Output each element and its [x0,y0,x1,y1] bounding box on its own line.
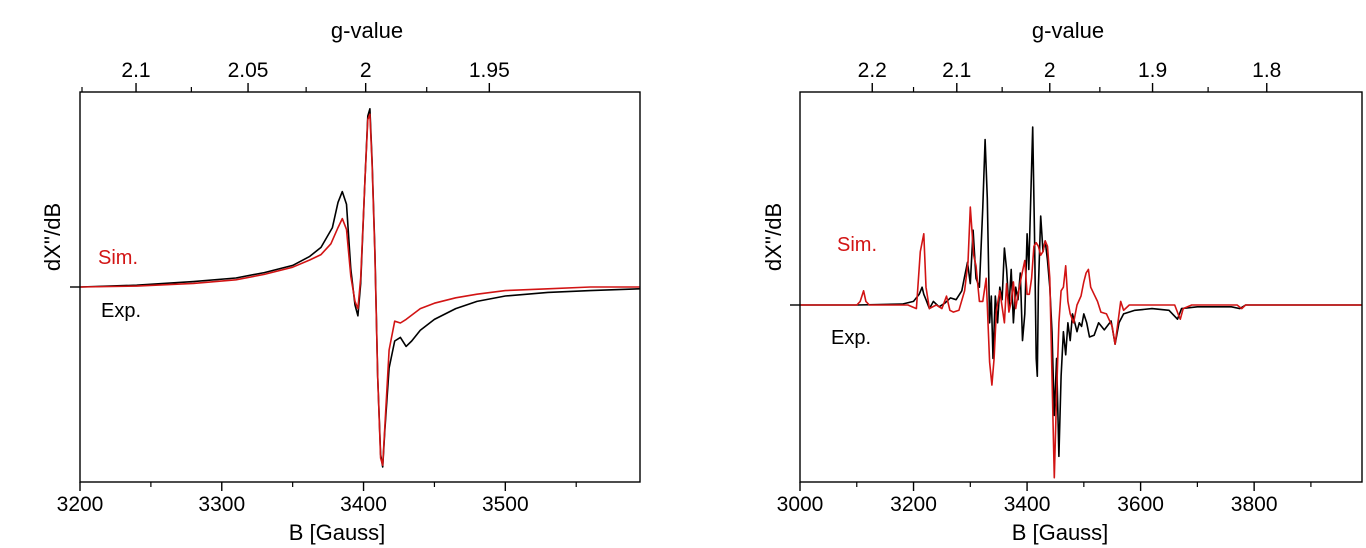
top-axis-ticks: 2.2 2.1 2 1.9 1.8 [858,59,1281,92]
plot-frame [799,91,1363,483]
g-tick-label: 1.95 [469,59,510,82]
x-tick-label: 3800 [1231,493,1278,516]
plot-area [70,108,640,468]
series-line-sim [800,206,1362,479]
bottom-axis-ticks: 3000 3200 3400 3600 3800 [777,482,1312,516]
g-tick-label: 1.8 [1252,59,1281,82]
g-tick-label: 2.1 [121,59,150,82]
x-axis-label: B [Gauss] [1012,520,1109,545]
series-line-exp [800,126,1362,458]
plot-area [790,126,1362,479]
exp-label: Exp. [101,300,141,322]
plot-frame [79,91,641,483]
bottom-axis-ticks: 3200 3300 3400 3500 [57,482,577,516]
g-tick-label: 2.05 [228,59,269,82]
x-tick-label: 3500 [482,493,529,516]
x-tick-label: 3400 [1004,493,1051,516]
sim-label: Sim. [837,234,877,256]
panel-left: g-value 2.1 2.05 2 1.95 3200 3300 3400 3500 B … [40,18,641,545]
x-tick-label: 3000 [777,493,824,516]
y-axis-label: dX''/dB [40,203,65,271]
x-tick-label: 3200 [57,493,104,516]
x-tick-label: 3300 [198,493,245,516]
top-axis-ticks: 2.1 2.05 2 1.95 [81,59,510,92]
g-tick-label: 2 [360,59,372,82]
exp-label: Exp. [831,327,871,349]
g-tick-label: 2 [1044,59,1056,82]
top-axis-label: g-value [1032,18,1104,43]
series-line-sim [80,113,640,466]
y-axis-label: dX''/dB [761,203,786,271]
sim-label: Sim. [98,247,138,269]
x-tick-label: 3200 [890,493,937,516]
g-tick-label: 1.9 [1138,59,1167,82]
top-axis-label: g-value [331,18,403,43]
g-tick-label: 2.1 [942,59,971,82]
x-tick-label: 3400 [340,493,387,516]
panel-right: g-value 2.2 2.1 2 1.9 1.8 3000 3200 3400 3600 38… [761,18,1363,545]
g-tick-label: 2.2 [858,59,887,82]
x-tick-label: 3600 [1117,493,1164,516]
x-axis-label: B [Gauss] [289,520,386,545]
